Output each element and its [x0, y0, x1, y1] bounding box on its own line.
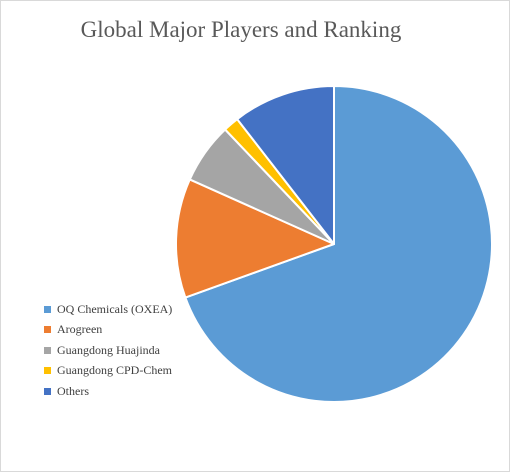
legend-item-2: Guangdong Huajinda — [44, 340, 172, 361]
pie-slice-1 — [175, 178, 335, 299]
pie-slice-4 — [236, 85, 335, 245]
legend-label: Others — [57, 383, 89, 398]
legend-item-0: OQ Chemicals (OXEA) — [44, 299, 172, 320]
legend-swatch — [44, 305, 51, 313]
legend-swatch — [44, 326, 51, 334]
legend-label: OQ Chemicals (OXEA) — [57, 301, 173, 316]
legend-label: Guangdong Huajinda — [57, 342, 160, 357]
legend-label: Arogreen — [57, 322, 103, 337]
legend-item-4: Others — [44, 381, 172, 402]
legend-label: Guangdong CPD-Chem — [57, 363, 172, 378]
legend-swatch — [44, 346, 51, 354]
pie-slice-0 — [184, 85, 493, 403]
legend-item-1: Arogreen — [44, 320, 172, 341]
legend: OQ Chemicals (OXEA) Arogreen Guangdong Hua… — [44, 299, 172, 402]
legend-item-3: Guangdong CPD-Chem — [44, 361, 172, 382]
legend-swatch — [44, 367, 51, 375]
chart-title: Global Major Players and Ranking — [80, 17, 402, 42]
legend-swatch — [44, 387, 51, 395]
